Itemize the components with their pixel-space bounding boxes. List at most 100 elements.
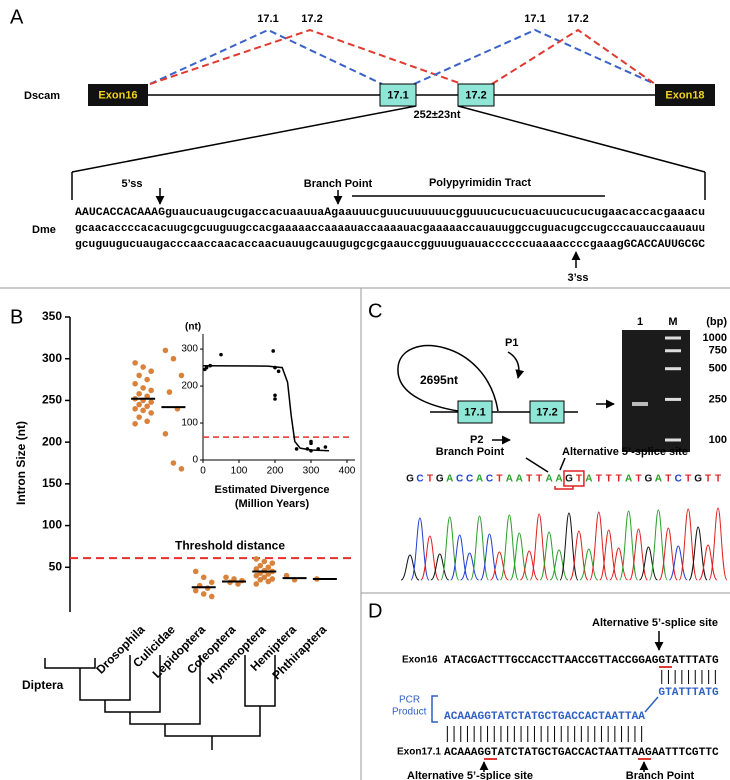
site-bracket xyxy=(554,486,574,490)
y-tick-label: 150 xyxy=(42,476,62,490)
data-point xyxy=(261,558,268,565)
data-point xyxy=(132,360,138,366)
splice-path xyxy=(413,28,656,85)
splice-path xyxy=(149,28,383,85)
data-point xyxy=(309,439,313,444)
x-tick-label: 400 xyxy=(339,466,356,477)
primer-arrow xyxy=(507,351,525,379)
exon-label: Exon17.1 xyxy=(397,747,441,758)
data-point xyxy=(253,566,260,572)
base-call: G xyxy=(436,474,444,485)
zoom-line xyxy=(457,105,706,173)
pcr-sequence: ACAAAGGTATCTATGCTGACCACTAATTAA xyxy=(444,711,645,723)
data-point xyxy=(200,574,207,581)
trace-peak xyxy=(519,550,539,581)
y-tick-label: 300 xyxy=(181,344,198,355)
base-call: A xyxy=(506,474,513,485)
trace-peak xyxy=(708,507,728,581)
data-point xyxy=(257,562,264,569)
base-call: C xyxy=(466,474,473,485)
data-point xyxy=(223,574,229,581)
data-point xyxy=(178,466,185,472)
tree-branch xyxy=(44,658,96,669)
data-point xyxy=(265,578,272,585)
exon-label: 17.2 xyxy=(536,406,557,418)
base-call: T xyxy=(705,474,711,485)
ladder-band xyxy=(665,397,681,401)
base-call: G xyxy=(406,474,414,485)
trace-peak xyxy=(529,513,549,581)
panel-d: Alternative 5’-splice site Exon16 ATACGA… xyxy=(392,617,719,780)
base-call: T xyxy=(427,474,433,485)
x-tick-label: 0 xyxy=(200,466,206,477)
data-point xyxy=(148,387,154,394)
base-call: T xyxy=(635,474,641,485)
trace-peak xyxy=(589,511,609,581)
tree-branch xyxy=(164,706,261,737)
data-point xyxy=(253,581,260,587)
trace-peak xyxy=(410,517,430,581)
base-call: T xyxy=(665,474,671,485)
data-point xyxy=(204,365,209,370)
data-point xyxy=(144,418,150,425)
data-point xyxy=(132,420,138,427)
ladder-label: 1000 xyxy=(703,332,727,344)
data-point xyxy=(269,576,276,582)
trace-peak xyxy=(579,548,599,581)
splice-path xyxy=(149,28,463,85)
y-tick-label: 100 xyxy=(42,518,62,532)
trace-peak xyxy=(549,549,569,581)
branch-point-label: Branch Point xyxy=(626,770,695,780)
base-call: T xyxy=(685,474,691,485)
ladder-band xyxy=(665,367,681,371)
base-call: A xyxy=(446,474,453,485)
data-point xyxy=(170,355,177,362)
ladder-label: 250 xyxy=(709,393,727,405)
trace-peak xyxy=(688,526,708,581)
panel-a: 17.1 17.2 17.1 17.2 Dscam Exon16 17.1 17… xyxy=(24,13,715,284)
loop-length: 2695nt xyxy=(420,373,458,387)
three-ss-label: 3’ss xyxy=(567,272,588,284)
y-tick-label: 200 xyxy=(181,381,198,392)
data-point xyxy=(208,579,215,586)
base-call: G xyxy=(565,474,573,485)
data-point xyxy=(323,445,328,449)
data-point xyxy=(273,397,277,401)
base-call: T xyxy=(496,474,502,485)
data-point xyxy=(265,564,272,571)
sequence-line: AAUCACCACAAAGguaucuaugcugaccacuaauuaAgaa… xyxy=(75,207,705,219)
clade-label: Diptera xyxy=(22,678,64,692)
ladder-band xyxy=(665,349,681,353)
y-tick-label: 50 xyxy=(49,559,63,573)
lane-label: 1 xyxy=(637,316,643,328)
species-label: Dme xyxy=(32,224,56,236)
exon-box xyxy=(529,400,565,424)
base-call: A xyxy=(545,474,552,485)
base-call: A xyxy=(555,474,562,485)
base-call: C xyxy=(456,474,463,485)
trace-peak xyxy=(559,512,579,581)
trace-peak xyxy=(648,509,668,581)
panel-label: B xyxy=(10,306,23,328)
y-tick-label: 250 xyxy=(42,393,62,407)
trace-peak xyxy=(470,515,490,581)
pcr-label: PCR xyxy=(399,695,420,706)
data-point xyxy=(170,460,177,466)
base-call: A xyxy=(625,474,632,485)
data-point xyxy=(200,591,207,597)
tract-label: Polypyrimidin Tract xyxy=(429,177,531,189)
y-axis-label: Intron Size (nt) xyxy=(14,421,28,505)
exon-box xyxy=(88,84,148,106)
panel-label: D xyxy=(368,600,382,622)
sequence: ACAAAGGTATCTATGCTGACCACTAATTAAGAATTTCGTT… xyxy=(444,747,719,759)
data-point xyxy=(148,399,154,405)
x-axis-label: (Million Years) xyxy=(235,498,310,510)
data-point xyxy=(208,593,215,600)
data-point xyxy=(219,352,223,357)
trace-peak xyxy=(460,552,479,581)
five-ss-label: 5’ss xyxy=(121,178,142,190)
ladder-label: 750 xyxy=(709,345,727,357)
data-point xyxy=(148,410,154,416)
data-point xyxy=(305,447,310,451)
